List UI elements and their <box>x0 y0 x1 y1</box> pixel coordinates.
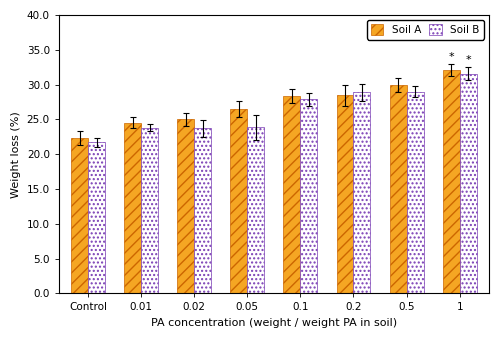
Bar <box>88 142 105 293</box>
Bar <box>336 95 353 293</box>
Bar <box>406 92 424 293</box>
Bar <box>141 128 158 293</box>
Bar <box>300 99 318 293</box>
Bar <box>442 70 460 293</box>
Bar <box>124 123 141 293</box>
Bar <box>194 128 211 293</box>
Y-axis label: Weight loss (%): Weight loss (%) <box>11 111 21 198</box>
Text: *: * <box>448 53 454 62</box>
Bar <box>71 138 88 293</box>
Text: *: * <box>466 55 471 65</box>
Legend: Soil A, Soil B: Soil A, Soil B <box>366 20 484 40</box>
Bar <box>248 127 264 293</box>
Bar <box>390 85 406 293</box>
Bar <box>177 119 194 293</box>
Bar <box>460 74 476 293</box>
Bar <box>284 96 300 293</box>
Bar <box>230 109 248 293</box>
Bar <box>354 92 370 293</box>
X-axis label: PA concentration (weight / weight PA in soil): PA concentration (weight / weight PA in … <box>151 318 397 328</box>
